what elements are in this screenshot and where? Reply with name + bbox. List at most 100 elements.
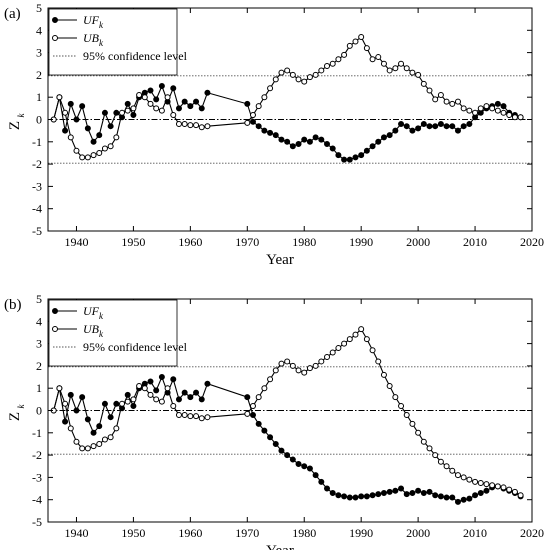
panel-b-ubk-point (450, 468, 455, 473)
panel-b-ubk-point (182, 412, 187, 417)
panel-a-ubk-point (450, 101, 455, 106)
panel-a-ubk-point (381, 61, 386, 66)
panel-b-ubk-point (393, 395, 398, 400)
panel-b-ufk-point (347, 495, 352, 500)
panel-a-ubk-point (307, 75, 312, 80)
panel-a-ufk-point (393, 128, 398, 133)
panel-b-ubk-point (307, 366, 312, 371)
panel-a-ubk-point (325, 63, 330, 68)
panel-b-ufk-point (398, 486, 403, 491)
panel-b-ubk-point (421, 439, 426, 444)
panel-a-y-tick-label: -2 (32, 157, 42, 171)
panel-b-x-tick-label: 2020 (520, 526, 544, 540)
panel-a-ubk-point (120, 110, 125, 115)
panel-b-label: (b) (4, 297, 22, 313)
panel-a-ubk-point (421, 81, 426, 86)
panel-a-ubk-point (125, 108, 130, 113)
panel-b-ufk-point (97, 424, 102, 429)
panel-b-legend-label-uf: UF (83, 304, 100, 318)
panel-b-ufk-point (273, 441, 278, 446)
panel-b-x-tick-label: 1980 (292, 526, 316, 540)
panel-b-y-tick-label: -1 (32, 426, 42, 440)
panel-a-ufk-point (307, 139, 312, 144)
panel-b-ubk-point (507, 487, 512, 492)
panel-a-ufk-point (114, 110, 119, 115)
panel-b-x-tick-label: 1940 (64, 526, 88, 540)
panel-a-ubk-point (97, 150, 102, 155)
panel-b-ubk-point (148, 392, 153, 397)
panel-a-ubk-point (359, 34, 364, 39)
panel-a-ubk-point (347, 43, 352, 48)
panel-a-ufk-point (245, 101, 250, 106)
panel-b-ufk-point (267, 435, 272, 440)
panel-b-ubk-point (399, 404, 404, 409)
panel-b-ubk-point (381, 372, 386, 377)
panel-a-ufk-point (68, 101, 73, 106)
panel-b-ufk-point (387, 489, 392, 494)
panel-a-ubk-point (410, 70, 415, 75)
panel-a-ufk-point (290, 144, 295, 149)
panel-a-ubk-point (512, 115, 517, 120)
panel-b-ubk-point (279, 361, 284, 366)
panel-b-ufk-point (114, 401, 119, 406)
panel-b-ufk-point (381, 490, 386, 495)
panel-a-x-tick-label: 1970 (235, 235, 259, 249)
panel-a-ubk-point (199, 125, 204, 130)
panel-b-ubk-point (370, 348, 375, 353)
panel-b-ufk-point (302, 464, 307, 469)
panel-a-ubk-point (137, 92, 142, 97)
panel-b-ufk-point (125, 392, 130, 397)
panel-b-ufk-point (427, 489, 432, 494)
panel-a-ufk-point (427, 124, 432, 129)
panel-b-y-tick-label: 3 (36, 337, 42, 351)
panel-b-ubk-point (97, 441, 102, 446)
panel-a-x-tick-label: 2020 (520, 235, 544, 249)
panel-a-ufk-point (279, 137, 284, 142)
panel-a-ubk-point (438, 92, 443, 97)
panel-a-ubk-point (279, 70, 284, 75)
panel-b-ufk-point (364, 494, 369, 499)
panel-a-ubk-point (461, 106, 466, 111)
panel-a-ubk-point (490, 106, 495, 111)
panel-a-ufk-point (450, 124, 455, 129)
panel-a-ubk-point (154, 106, 159, 111)
panel-a-ubk-point (495, 108, 500, 113)
panel-b-ufk-point (154, 388, 159, 393)
panel-a-ufk-point (433, 124, 438, 129)
panel-b-ubk-point (467, 477, 472, 482)
panel-a-ubk-point (393, 66, 398, 71)
panel-a-ubk-point (518, 115, 523, 120)
panel-b-ufk-point (80, 395, 85, 400)
panel-b-ufk-point (199, 397, 204, 402)
panel-b-ubk-point (427, 446, 432, 451)
panel-a-x-axis-label: Year (266, 252, 294, 268)
panel-b-ufk-point (444, 495, 449, 500)
panel-a-ufk-point (256, 124, 261, 129)
panel-a-ubk-point (285, 68, 290, 73)
panel-a-ubk-point (131, 106, 136, 111)
panel-b-ufk-point (336, 493, 341, 498)
panel-a-legend-label-uf: UF (83, 13, 100, 27)
panel-a-ubk-point (296, 77, 301, 82)
panel-b-ufk-point (433, 493, 438, 498)
panel-a-ubk-point (102, 146, 107, 151)
panel-a-ufk-point (285, 139, 290, 144)
panel-a-ufk-point (410, 128, 415, 133)
panel-b-ufk-point (319, 479, 324, 484)
panel-b-y-axis-label: Z (7, 412, 23, 421)
panel-b-ubk-point (302, 370, 307, 375)
panel-a-ufk-point (85, 126, 90, 131)
panel-b-ufk-point (416, 488, 421, 493)
panel-a-ubk-point (387, 68, 392, 73)
panel-a-y-axis-label: Z (7, 121, 23, 130)
panel-b-ubk-point (518, 493, 523, 498)
panel-a-x-tick-label: 1960 (178, 235, 202, 249)
panel-a-y-tick-label: -3 (32, 179, 42, 193)
panel-b-legend: UF kUB k95% confidence level (49, 300, 188, 366)
panel-a-ubk-point (114, 135, 119, 140)
panel-a-ufk-point (359, 153, 364, 158)
panel-b-ubk-point (313, 363, 318, 368)
panel-a-ubk-point (142, 95, 147, 100)
panel-b-ubk-point (131, 397, 136, 402)
panel-a-y-tick-label: 4 (36, 23, 42, 37)
